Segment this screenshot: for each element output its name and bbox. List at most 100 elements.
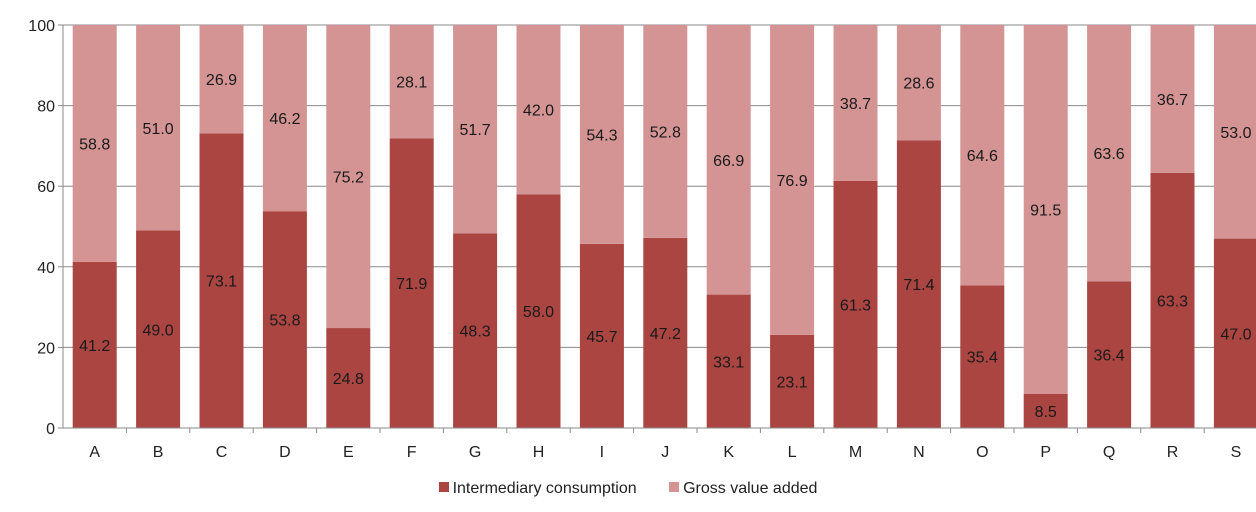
data-label-N-series-1: 28.6 bbox=[903, 76, 934, 93]
data-label-F-series-0: 71.9 bbox=[396, 276, 427, 293]
bar-E-series-0 bbox=[326, 328, 371, 428]
data-label-K-series-0: 33.1 bbox=[713, 354, 744, 371]
data-label-G-series-0: 48.3 bbox=[460, 324, 491, 341]
bar-P-series-1 bbox=[1023, 25, 1068, 394]
y-tick-label: 40 bbox=[37, 260, 55, 277]
data-label-M-series-0: 61.3 bbox=[840, 297, 871, 314]
data-label-M-series-1: 38.7 bbox=[840, 96, 871, 113]
x-tick-label-F: F bbox=[407, 444, 417, 461]
data-label-D-series-0: 53.8 bbox=[269, 313, 300, 330]
bar-R-series-1 bbox=[1150, 25, 1195, 173]
bar-D-series-0 bbox=[262, 211, 307, 428]
bar-E-series-1 bbox=[326, 25, 371, 329]
data-label-Q-series-0: 36.4 bbox=[1094, 348, 1125, 365]
x-tick-label-B: B bbox=[153, 444, 164, 461]
bar-M-series-1 bbox=[833, 25, 878, 181]
data-label-E-series-1: 75.2 bbox=[333, 170, 364, 187]
data-label-S-series-0: 47.0 bbox=[1220, 326, 1251, 343]
x-tick-label-D: D bbox=[279, 444, 291, 461]
x-tick-label-J: J bbox=[661, 444, 669, 461]
legend: Intermediary consumption Gross value add… bbox=[0, 480, 1256, 498]
bar-K-series-1 bbox=[706, 25, 751, 295]
stacked-bar-chart: 41.2 58.8 49.0 51.0 73.1 26.9 53.8 46.2 24.8 75.2… bbox=[28, 18, 1256, 461]
data-label-F-series-1: 28.1 bbox=[396, 75, 427, 92]
x-tick-label-R: R bbox=[1167, 444, 1179, 461]
y-tick-label: 60 bbox=[37, 179, 55, 196]
bar-I-series-0 bbox=[579, 243, 624, 428]
data-label-Q-series-1: 63.6 bbox=[1094, 146, 1125, 163]
bar-N-series-1 bbox=[896, 25, 941, 141]
bar-Q-series-1 bbox=[1087, 25, 1132, 282]
x-tick-label-S: S bbox=[1231, 444, 1242, 461]
legend-item-gross-value-added: Gross value added bbox=[669, 480, 817, 498]
data-labels: 41.2 58.8 49.0 51.0 73.1 26.9 53.8 46.2 24.8 75.2… bbox=[79, 72, 1251, 421]
bar-G-series-1 bbox=[453, 25, 498, 234]
data-label-A-series-0: 41.2 bbox=[79, 338, 110, 355]
x-tick-label-A: A bbox=[89, 444, 100, 461]
data-label-J-series-0: 47.2 bbox=[650, 326, 681, 343]
bar-J-series-1 bbox=[643, 25, 688, 238]
legend-item-intermediary-consumption: Intermediary consumption bbox=[438, 480, 637, 498]
x-tick-label-P: P bbox=[1040, 444, 1051, 461]
data-label-L-series-1: 76.9 bbox=[777, 173, 808, 190]
data-label-C-series-1: 26.9 bbox=[206, 72, 237, 89]
bar-L-series-0 bbox=[770, 334, 815, 428]
bar-H-series-1 bbox=[516, 25, 561, 195]
data-label-C-series-0: 73.1 bbox=[206, 274, 237, 291]
data-label-H-series-0: 58.0 bbox=[523, 304, 554, 321]
bar-O-series-0 bbox=[960, 285, 1005, 428]
x-tick-label-G: G bbox=[469, 444, 481, 461]
legend-label-gross-value-added: Gross value added bbox=[683, 480, 818, 497]
data-label-H-series-1: 42.0 bbox=[523, 103, 554, 120]
data-label-R-series-0: 63.3 bbox=[1157, 293, 1188, 310]
legend-label-intermediary-consumption: Intermediary consumption bbox=[452, 480, 637, 497]
legend-swatch-intermediary-consumption bbox=[438, 482, 449, 492]
bar-F-series-1 bbox=[389, 25, 434, 139]
x-tick-label-I: I bbox=[600, 444, 604, 461]
data-label-E-series-0: 24.8 bbox=[333, 371, 364, 388]
y-tick-label: 100 bbox=[28, 18, 55, 35]
x-tick-label-O: O bbox=[976, 444, 988, 461]
bar-N-series-0 bbox=[896, 140, 941, 428]
bar-F-series-0 bbox=[389, 138, 434, 429]
data-label-B-series-1: 51.0 bbox=[143, 121, 174, 138]
bar-A-series-1 bbox=[72, 25, 117, 262]
bar-S-series-1 bbox=[1213, 25, 1256, 239]
data-label-K-series-1: 66.9 bbox=[713, 153, 744, 170]
data-label-P-series-0: 8.5 bbox=[1035, 404, 1057, 421]
bar-B-series-1 bbox=[136, 25, 181, 231]
bar-I-series-1 bbox=[579, 25, 624, 244]
x-tick-label-L: L bbox=[788, 444, 797, 461]
data-label-O-series-0: 35.4 bbox=[967, 350, 998, 367]
y-tick-label: 20 bbox=[37, 340, 55, 357]
bar-O-series-1 bbox=[960, 25, 1005, 286]
x-tick-label-K: K bbox=[723, 444, 734, 461]
bar-G-series-0 bbox=[453, 233, 498, 428]
data-label-I-series-1: 54.3 bbox=[586, 127, 617, 144]
bar-H-series-0 bbox=[516, 194, 561, 428]
bar-J-series-0 bbox=[643, 237, 688, 428]
data-label-L-series-0: 23.1 bbox=[777, 374, 808, 391]
x-tick-label-E: E bbox=[343, 444, 354, 461]
axes: 0 20 40 60 80 100 A B C D E F G H I J K L M N O P Q R S bbox=[28, 18, 1256, 461]
bar-K-series-0 bbox=[706, 294, 751, 428]
bar-P-series-0 bbox=[1023, 393, 1068, 428]
bar-Q-series-0 bbox=[1087, 281, 1132, 428]
y-tick-label: 80 bbox=[37, 99, 55, 116]
x-tick-label-N: N bbox=[913, 444, 925, 461]
data-label-P-series-1: 91.5 bbox=[1030, 202, 1061, 219]
bar-B-series-0 bbox=[136, 230, 181, 428]
data-label-N-series-0: 71.4 bbox=[903, 277, 934, 294]
legend-swatch-gross-value-added bbox=[669, 482, 680, 492]
bar-L-series-1 bbox=[770, 25, 815, 335]
bars bbox=[72, 25, 1256, 429]
x-tick-label-H: H bbox=[533, 444, 545, 461]
data-label-G-series-1: 51.7 bbox=[460, 122, 491, 139]
x-tick-label-C: C bbox=[216, 444, 228, 461]
data-label-S-series-1: 53.0 bbox=[1220, 125, 1251, 142]
y-tick-label: 0 bbox=[46, 421, 55, 438]
bar-C-series-0 bbox=[199, 133, 244, 429]
data-label-J-series-1: 52.8 bbox=[650, 124, 681, 141]
bar-R-series-0 bbox=[1150, 172, 1195, 428]
data-label-R-series-1: 36.7 bbox=[1157, 92, 1188, 109]
